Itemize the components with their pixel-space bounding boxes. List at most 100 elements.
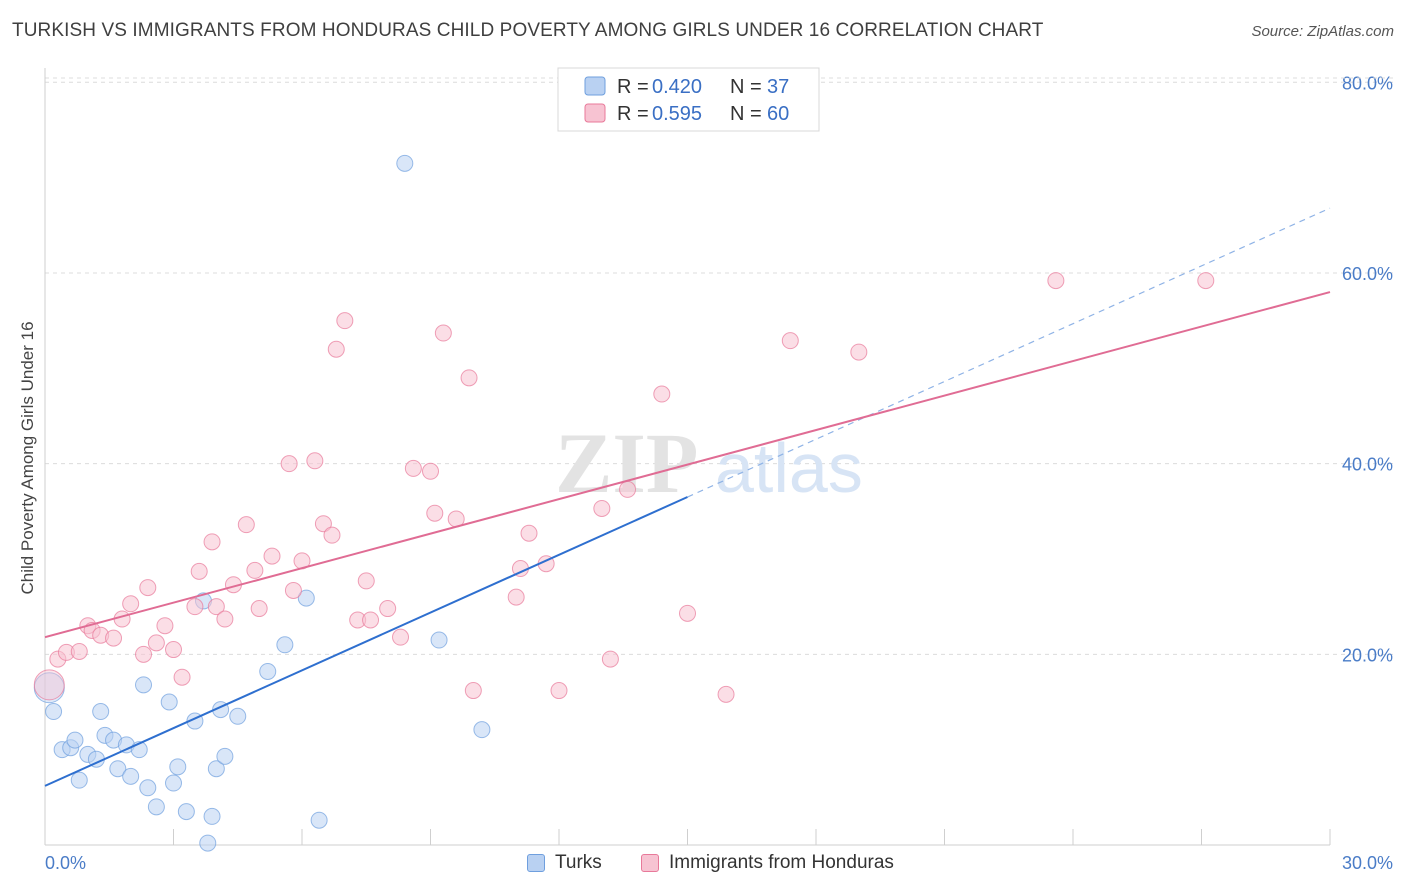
honduras-point [593,499,611,517]
honduras-point [781,332,799,350]
turks-point [70,771,88,789]
honduras-point [207,598,225,616]
turks-point [216,747,234,765]
stats-r-label: R = [617,103,649,125]
honduras-point [173,668,191,686]
turks-point [177,803,195,821]
legend-turks-label: Turks [555,852,602,873]
stats-legend-swatch [584,76,606,96]
legend-item-honduras: Immigrants from Honduras [641,852,894,874]
honduras-point [122,595,140,613]
honduras-point [147,634,165,652]
stats-r-label: R = [617,76,649,98]
source-label: Source: ZipAtlas.com [1251,23,1394,40]
honduras-point [357,572,375,590]
honduras-point [520,524,538,542]
honduras-point [619,480,637,498]
honduras-point [434,324,452,342]
honduras-point [246,561,264,579]
turks-point [147,798,165,816]
honduras-point [426,504,444,522]
stats-r-value: 0.420 [652,76,702,98]
turks-trend-line [44,496,688,787]
honduras-point [156,617,174,635]
honduras-point [404,459,422,477]
turks-swatch [527,854,545,872]
turks-trend-extension [687,207,1331,498]
honduras-point [379,600,397,618]
turks-point [122,767,140,785]
turks-point [199,834,217,852]
turks-point [297,589,315,607]
turks-point [259,662,277,680]
turks-point [396,154,414,172]
turks-point [45,703,63,721]
honduras-point [139,579,157,597]
honduras-point [250,600,268,618]
chart-title: TURKISH VS IMMIGRANTS FROM HONDURAS CHIL… [12,20,1044,41]
honduras-point [216,610,234,628]
honduras-trend-line [44,291,1331,639]
honduras-point [464,682,482,700]
stats-n-label: N = [730,76,762,98]
honduras-point [362,611,380,629]
turks-point [203,807,221,825]
honduras-point [284,581,302,599]
y-tick-label: 20.0% [1342,645,1393,665]
y-tick-label: 60.0% [1342,264,1393,284]
honduras-point [314,515,332,533]
stats-legend-swatch [584,103,606,123]
legend-honduras-label: Immigrants from Honduras [669,852,894,873]
turks-point [310,811,328,829]
turks-point [92,703,110,721]
turks-point [139,779,157,797]
honduras-point [392,628,410,646]
legend-item-turks: Turks [527,852,602,874]
turks-point [160,693,178,711]
honduras-point [850,343,868,361]
honduras-point [280,455,298,473]
stats-n-value: 60 [767,103,789,125]
watermark-atlas: atlas [715,429,863,507]
honduras-point [105,629,123,647]
honduras-point [1047,272,1065,290]
honduras-point [190,562,208,580]
honduras-swatch [641,854,659,872]
turks-point [229,707,247,725]
stats-n-value: 37 [767,76,789,98]
honduras-point [113,610,131,628]
honduras-point [33,669,65,701]
honduras-point [186,598,204,616]
honduras-point [237,516,255,534]
honduras-point [323,526,341,544]
honduras-point [507,588,525,606]
turks-point [165,774,182,792]
honduras-point [679,604,696,622]
honduras-point [203,533,221,551]
honduras-point [1197,272,1215,290]
honduras-point [135,645,153,663]
turks-point [473,721,491,739]
turks-point [135,676,153,694]
honduras-point [717,685,735,703]
honduras-point [306,452,324,470]
honduras-point [653,385,671,403]
turks-point [276,636,294,654]
honduras-point [263,547,281,565]
y-tick-label: 40.0% [1342,455,1393,475]
y-tick-label: 80.0% [1342,73,1393,93]
x-tick-label-max: 30.0% [1342,853,1393,873]
honduras-point [70,642,88,660]
honduras-point [165,641,182,659]
honduras-point [327,340,345,358]
turks-point [109,760,127,778]
turks-point [430,631,448,649]
honduras-point [336,312,354,330]
x-tick-label-min: 0.0% [45,853,86,873]
turks-point [66,731,84,749]
honduras-point [601,650,619,668]
stats-r-value: 0.595 [652,103,702,125]
honduras-point [460,369,478,387]
honduras-point [550,682,568,700]
